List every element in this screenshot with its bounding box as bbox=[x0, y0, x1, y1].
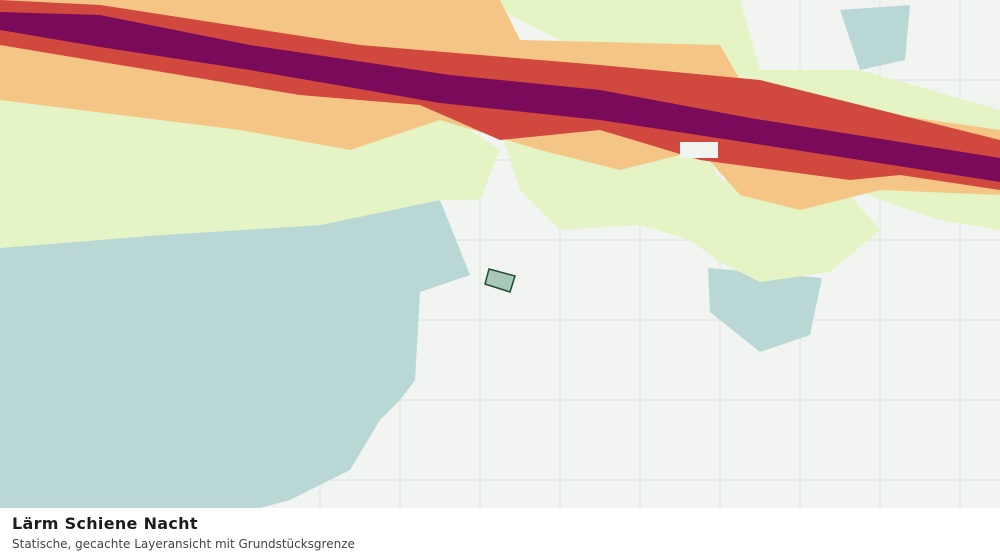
noise-zone-very-high bbox=[0, 12, 1000, 182]
caption: Lärm Schiene Nacht Statische, gecachte L… bbox=[0, 508, 1000, 560]
map-gap bbox=[680, 142, 718, 158]
map bbox=[0, 0, 1000, 508]
noise-zone-low bbox=[708, 268, 822, 352]
noise-zone-light bbox=[500, 130, 880, 282]
noise-zone-low bbox=[840, 5, 910, 70]
noise-zone-low bbox=[0, 200, 470, 508]
map-title: Lärm Schiene Nacht bbox=[12, 514, 198, 533]
map-subtitle: Statische, gecachte Layeransicht mit Gru… bbox=[12, 537, 355, 551]
parcel-boundary bbox=[484, 268, 516, 293]
